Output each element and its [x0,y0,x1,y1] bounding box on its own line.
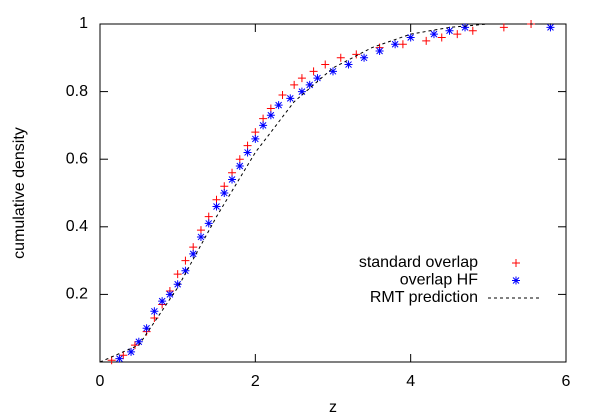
point [360,53,369,62]
legend-label: standard overlap [359,254,478,271]
point [107,356,116,365]
point [204,219,213,228]
point [309,67,318,76]
point [251,134,260,143]
x-tick-label: 2 [251,373,260,390]
point [251,128,260,137]
point [266,104,275,113]
point [305,80,314,89]
y-axis-label: cumulative density [11,127,28,259]
point [189,243,198,252]
x-axis-label: z [329,399,337,416]
point [344,60,353,69]
point [352,50,361,59]
point [189,249,198,258]
point [375,47,384,56]
point [406,33,415,42]
point [181,256,190,265]
point [228,175,237,184]
point [119,351,128,360]
point [437,33,446,42]
point [134,337,143,346]
point [235,161,244,170]
point [243,141,252,150]
point [130,341,139,350]
point [286,94,295,103]
x-tick-label: 0 [96,373,105,390]
legend-symbol [512,259,520,267]
point [297,74,306,83]
plot-border [99,23,567,363]
point [429,30,438,39]
point [329,67,337,76]
point [142,324,151,333]
point [204,212,213,221]
legend-label: RMT prediction [370,289,478,306]
point [220,182,229,191]
point [313,74,322,83]
point [165,290,174,299]
point [196,232,205,241]
point [453,30,462,39]
point [266,111,275,120]
x-tick-label: 6 [562,373,571,390]
point [422,36,431,45]
point [278,90,287,99]
point [259,121,268,130]
point [212,202,221,211]
y-tick-label: 0.8 [66,83,88,100]
point [228,168,237,177]
point [220,189,229,197]
point [391,40,400,49]
point [235,155,244,164]
y-tick-label: 1 [79,15,88,32]
point [290,80,299,89]
point [499,23,508,32]
point [127,347,136,356]
x-tick-label: 4 [406,373,415,390]
point [196,226,205,235]
point [173,280,182,289]
point [259,114,268,123]
prediction-line [99,23,566,363]
point [115,354,124,363]
point [336,53,345,62]
legend-label: overlap HF [400,272,478,289]
point [243,148,252,157]
point [321,60,330,69]
point [445,26,454,35]
point [274,101,283,110]
point [398,40,407,49]
point [173,270,182,279]
point [181,266,190,275]
point [150,307,159,316]
legend-symbol [512,276,520,285]
point [297,87,306,96]
point [468,26,477,35]
point [461,23,470,32]
y-tick-label: 0.2 [66,286,88,303]
y-tick-label: 0.6 [66,150,88,167]
point [212,195,221,204]
y-tick-label: 0.4 [66,218,88,235]
point [546,23,555,32]
point [158,297,167,306]
